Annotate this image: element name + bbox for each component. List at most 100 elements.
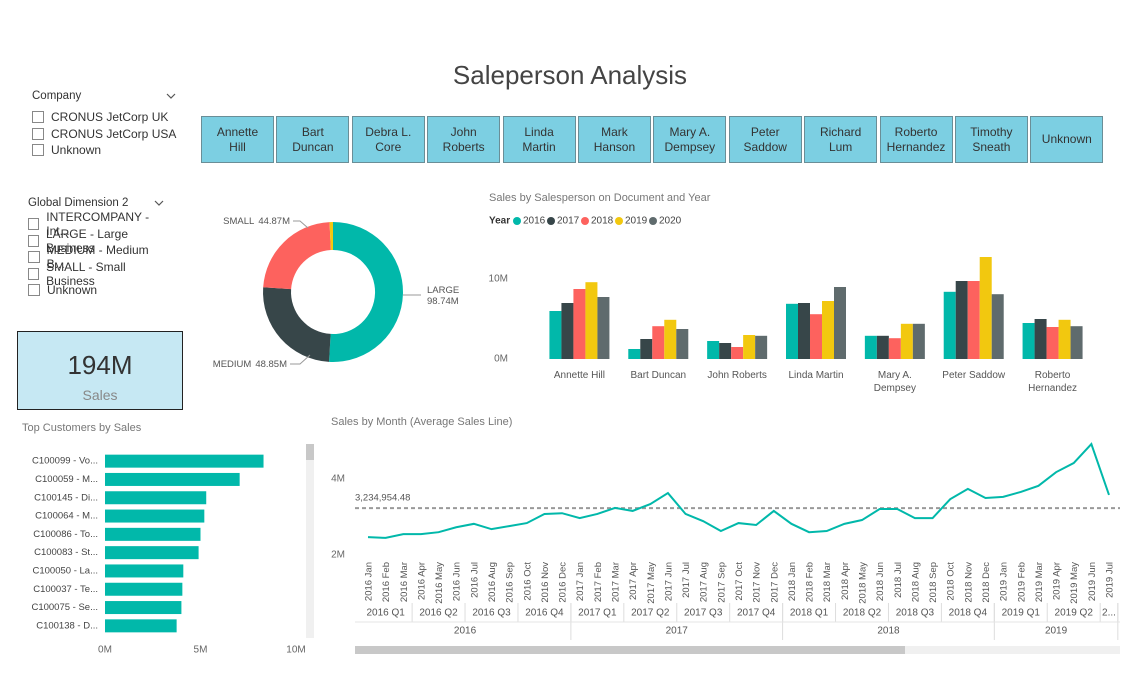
bar (822, 301, 834, 359)
bar (105, 472, 240, 486)
bar (955, 281, 968, 359)
checkbox[interactable] (28, 234, 39, 247)
x-tick-label: 2017 Jul (681, 562, 692, 598)
x-tick-label: 2017 Apr (628, 562, 639, 600)
quarter-label: 2018 Q2 (843, 608, 882, 619)
x-tick-label: 2019 Feb (1016, 562, 1027, 602)
x-tick-label: 2018 Jun (875, 562, 886, 601)
legend-swatch (513, 217, 521, 225)
y-tick-label: C100037 - Te... (33, 584, 98, 595)
y-tick-label: C100086 - To... (33, 529, 98, 540)
x-tick-label: 2019 Jun (1087, 562, 1098, 601)
salesperson-button[interactable]: Richard Lum (804, 116, 878, 163)
x-tick-label: 2016 Dec (558, 562, 569, 603)
year-label: 2018 (877, 626, 900, 637)
x-label-box: Linda Martin (788, 370, 843, 381)
x-tick-label: 2018 Sep (928, 562, 939, 603)
legend-label: 2016 (523, 216, 546, 227)
bar (664, 319, 677, 359)
sales-line (367, 442, 1110, 539)
chevron (166, 93, 176, 99)
checkbox[interactable] (32, 127, 44, 140)
salesperson-button[interactable]: Annette Hill (201, 116, 274, 163)
checkbox[interactable] (32, 111, 44, 124)
donut-value-label: 44.87M (258, 216, 290, 227)
x-tick-label: 2016 Feb (381, 562, 392, 602)
y-tick-label: C100059 - M... (35, 474, 98, 485)
salesperson-button[interactable]: Mary A. Dempsey (653, 116, 727, 163)
quarter-label: 2017 Q3 (684, 608, 723, 619)
bar (628, 349, 641, 359)
x-tick-label: 2019 Mar (1034, 562, 1045, 602)
bar (1058, 319, 1071, 359)
checkbox[interactable] (32, 144, 44, 157)
salesperson-button[interactable]: Timothy Sneath (954, 116, 1028, 163)
salesperson-button[interactable]: Debra L. Core (351, 116, 425, 163)
x-label-box: Bart Duncan (630, 370, 687, 381)
x-tick-label: 2017 Nov (752, 562, 763, 603)
donut-category: SMALL (223, 216, 254, 227)
bar (105, 619, 177, 633)
slicer: Company CRONUS JetCorp UK CRONUS JetCorp U… (32, 90, 178, 159)
bar (105, 601, 182, 615)
x-tick-label: 2019 Jan (999, 562, 1010, 601)
donut-category: MEDIUM (213, 359, 252, 370)
kpi-label: Sales (82, 387, 118, 403)
chart-title: Sales by Month (Average Sales Line) (331, 416, 512, 428)
salesperson-button[interactable]: Bart Duncan (276, 116, 350, 163)
x-tick-label: Bart Duncan (630, 370, 687, 381)
checkbox[interactable] (28, 251, 40, 264)
y-tick-label: C100145 - Di... (34, 492, 98, 503)
kpi-card: 194M Sales (17, 331, 183, 410)
slicer-item[interactable]: CRONUS JetCorp USA (32, 126, 178, 143)
salesperson-button[interactable]: Unknown (1030, 116, 1104, 163)
chart-title: Sales by Salesperson on Document and Yea… (489, 192, 711, 204)
salesperson-button[interactable]: Peter Saddow (728, 116, 802, 163)
chevron (154, 200, 164, 206)
x-tick-label: 2016 Oct (522, 562, 533, 601)
x-tick-label: 2016 Aug (487, 562, 498, 602)
x-tick-label: 2017 Jan (575, 562, 586, 601)
bar (786, 303, 798, 359)
bar (597, 297, 610, 359)
salesperson-button[interactable]: Mark Hanson (577, 116, 651, 163)
scrollbar-track (306, 444, 314, 638)
slicer-item-label: Unknown (47, 283, 98, 298)
slicer-item[interactable]: LARGE - Large Business (28, 227, 166, 255)
checkbox[interactable] (28, 218, 40, 231)
x-tick-label: 2018 Nov (963, 562, 974, 603)
quarter-label: 2017 Q2 (631, 608, 670, 619)
x-tick-label: 2016 Sep (505, 562, 516, 603)
slicer-item[interactable]: Unknown (32, 142, 178, 159)
checkbox[interactable] (28, 284, 40, 297)
chevron-line (154, 200, 164, 206)
slicer-item[interactable]: Unknown (28, 282, 166, 299)
chevron-line (166, 93, 176, 99)
checkbox[interactable] (28, 267, 40, 280)
slicer-item[interactable]: SMALL - Small Business (28, 260, 166, 288)
x-tick-label: 2016 Jan (364, 562, 375, 601)
legend-label: 2017 (557, 216, 580, 227)
salesperson-button[interactable]: John Roberts (427, 116, 501, 163)
bar (1070, 326, 1083, 359)
bar (810, 314, 822, 359)
average-label: 3,234,954.48 (355, 493, 410, 504)
legend-label: 2019 (625, 216, 648, 227)
slicer-item-label: Unknown (51, 143, 102, 158)
salesperson-button[interactable]: Roberto Hernandez (879, 116, 953, 163)
x-label-box: Mary A. Dempsey (874, 370, 916, 394)
quarter-label: 2016 Q4 (525, 608, 564, 619)
slicer-header[interactable]: Global Dimension 2 (28, 197, 166, 213)
slicer-item[interactable]: CRONUS JetCorp UK (32, 109, 178, 126)
bar (943, 291, 956, 359)
y-tick-label: C100138 - D... (36, 620, 98, 631)
donut-value-label: 98.74M (427, 296, 459, 307)
slicer-header[interactable]: Company (32, 90, 178, 106)
x-tick-label: 2018 Dec (981, 562, 992, 603)
bar (1022, 323, 1035, 359)
slicer-item[interactable]: INTERCOMPANY - Int... (28, 210, 166, 238)
bar (105, 454, 264, 468)
salesperson-button[interactable]: Linda Martin (502, 116, 576, 163)
chart-title: Top Customers by Sales (22, 422, 142, 434)
slicer-item[interactable]: MEDIUM - Medium B... (28, 243, 166, 271)
